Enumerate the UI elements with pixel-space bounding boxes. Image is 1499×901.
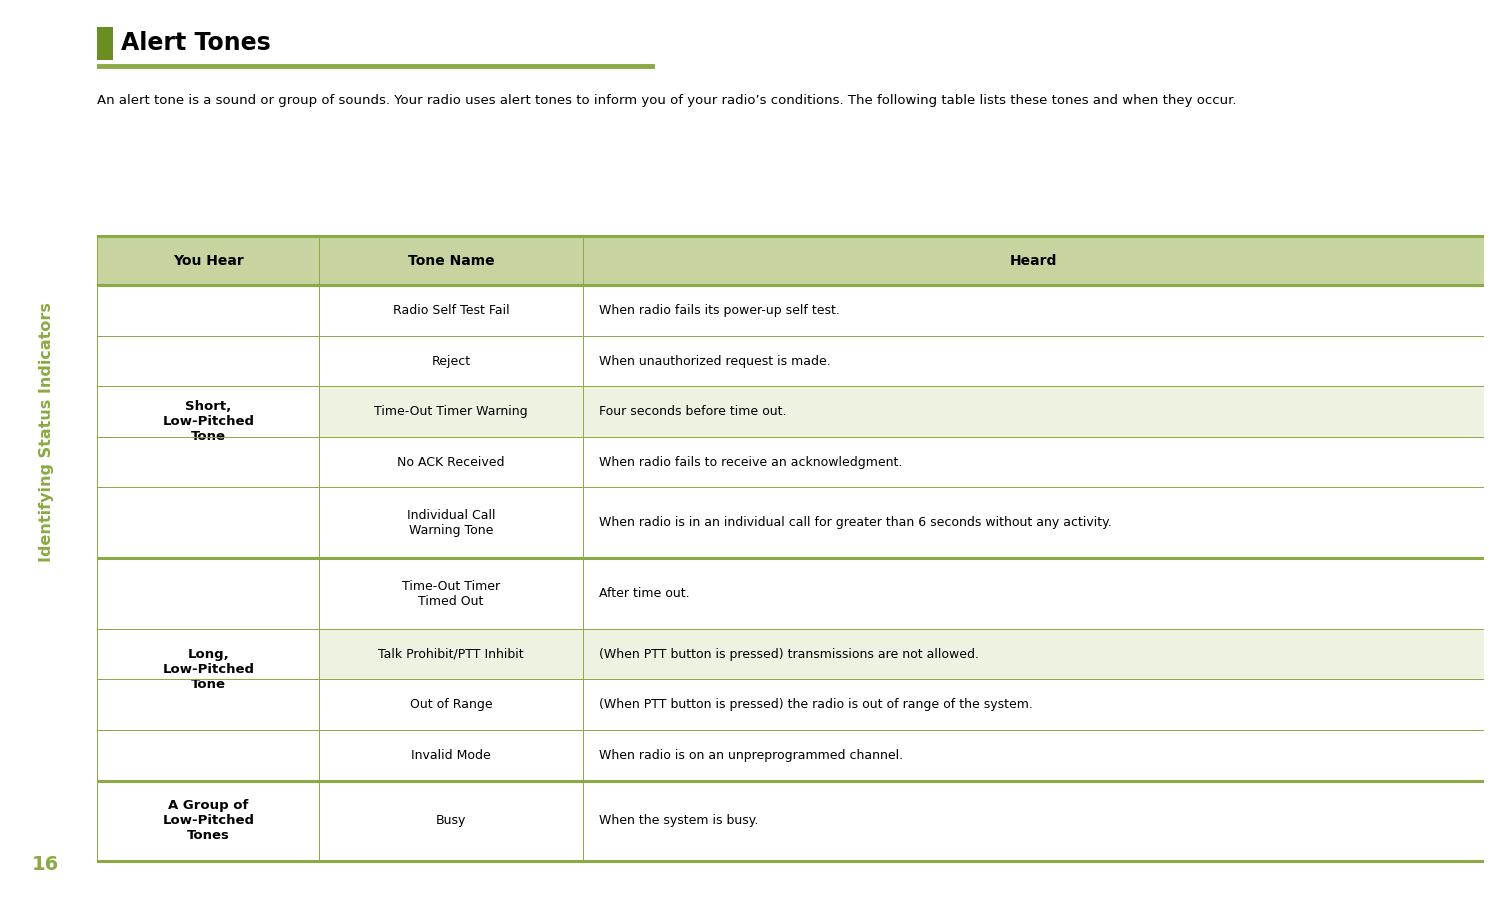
Text: When radio fails its power-up self test.: When radio fails its power-up self test. xyxy=(600,304,841,317)
Bar xyxy=(319,730,583,780)
Text: Long,
Low-Pitched
Tone: Long, Low-Pitched Tone xyxy=(162,648,255,691)
Text: A Group of
Low-Pitched
Tones: A Group of Low-Pitched Tones xyxy=(162,799,255,842)
Text: Talk Prohibit/ Inhibit: Talk Prohibit/ Inhibit xyxy=(390,648,513,660)
Bar xyxy=(583,437,1484,487)
Text: Busy: Busy xyxy=(436,815,466,827)
Bar xyxy=(583,780,1484,861)
Text: An alert tone is a sound or group of sounds. Your radio uses alert tones to info: An alert tone is a sound or group of sou… xyxy=(97,94,1237,107)
Text: Tone Name: Tone Name xyxy=(408,254,495,268)
Text: Alert Tones: Alert Tones xyxy=(121,32,271,55)
Text: 16: 16 xyxy=(31,855,58,874)
Text: Individual Call
Warning Tone: Individual Call Warning Tone xyxy=(406,509,495,537)
Text: (When PTT button is pressed) transmissions are not allowed.: (When PTT button is pressed) transmissio… xyxy=(600,648,979,660)
Bar xyxy=(319,387,583,437)
Bar xyxy=(319,780,583,861)
Bar xyxy=(583,679,1484,730)
Text: Identifying Status Indicators: Identifying Status Indicators xyxy=(39,303,54,562)
Text: No ACK Received: No ACK Received xyxy=(397,456,505,469)
Text: Talk Prohibit/PTT Inhibit: Talk Prohibit/PTT Inhibit xyxy=(378,648,523,660)
Text: Radio Self Test Fail: Radio Self Test Fail xyxy=(393,304,510,317)
Bar xyxy=(319,629,583,679)
Text: Out of Range: Out of Range xyxy=(409,698,492,711)
Bar xyxy=(319,679,583,730)
Bar xyxy=(583,629,1484,679)
Bar xyxy=(583,487,1484,558)
Text: When the system is busy.: When the system is busy. xyxy=(600,815,758,827)
Text: Short,
Low-Pitched
Tone: Short, Low-Pitched Tone xyxy=(162,400,255,443)
Bar xyxy=(583,730,1484,780)
Bar xyxy=(97,286,319,558)
Text: When radio is in an individual call for greater than 6 seconds without any activ: When radio is in an individual call for … xyxy=(600,516,1112,529)
Text: Time-Out Timer
Timed Out: Time-Out Timer Timed Out xyxy=(402,579,501,607)
Bar xyxy=(319,558,583,629)
Bar xyxy=(583,336,1484,387)
Text: When radio is on an unpreprogrammed channel.: When radio is on an unpreprogrammed chan… xyxy=(600,749,904,761)
Text: After time out.: After time out. xyxy=(600,587,690,600)
Bar xyxy=(583,387,1484,437)
Text: When radio fails to receive an acknowledgment.: When radio fails to receive an acknowled… xyxy=(600,456,902,469)
Bar xyxy=(319,487,583,558)
Bar xyxy=(97,27,112,59)
Bar xyxy=(97,780,319,861)
Text: Invalid Mode: Invalid Mode xyxy=(411,749,490,761)
Bar xyxy=(97,558,319,780)
Bar xyxy=(97,236,1484,286)
Text: You Hear: You Hear xyxy=(172,254,244,268)
Text: Time-Out Timer Warning: Time-Out Timer Warning xyxy=(375,405,528,418)
Bar xyxy=(319,336,583,387)
Text: Reject: Reject xyxy=(432,355,471,368)
Text: Heard: Heard xyxy=(1010,254,1057,268)
Bar xyxy=(583,558,1484,629)
Text: Four seconds before time out.: Four seconds before time out. xyxy=(600,405,787,418)
Bar xyxy=(583,286,1484,336)
Bar xyxy=(319,286,583,336)
Text: (When PTT button is pressed) the radio is out of range of the system.: (When PTT button is pressed) the radio i… xyxy=(600,698,1033,711)
Bar xyxy=(319,437,583,487)
Text: When unauthorized request is made.: When unauthorized request is made. xyxy=(600,355,830,368)
